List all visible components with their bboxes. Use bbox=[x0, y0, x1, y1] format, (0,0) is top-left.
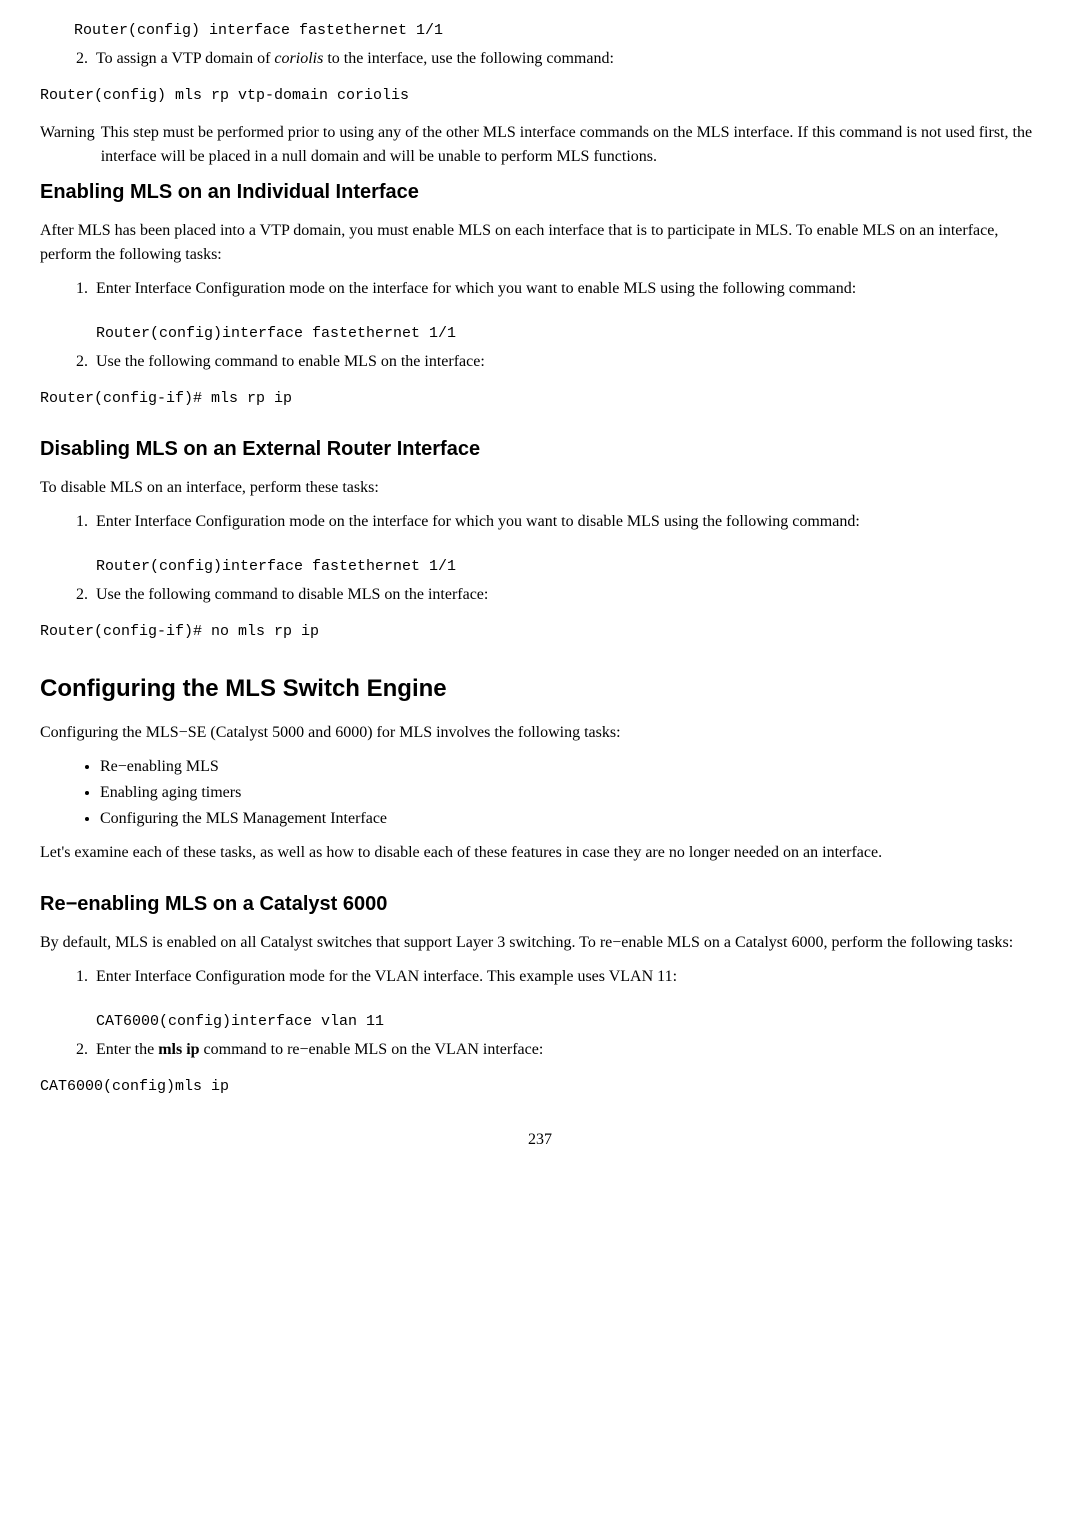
list-item: To assign a VTP domain of coriolis to th… bbox=[92, 47, 1040, 71]
li-text: To assign a VTP domain of bbox=[96, 50, 274, 67]
li-text: Enter Interface Configuration mode for t… bbox=[96, 968, 677, 985]
unordered-list: Re−enabling MLS Enabling aging timers Co… bbox=[40, 755, 1040, 831]
li-text: to the interface, use the following comm… bbox=[323, 50, 614, 67]
list-item: Enter Interface Configuration mode on th… bbox=[92, 277, 1040, 346]
paragraph: To disable MLS on an interface, perform … bbox=[40, 476, 1040, 500]
section-heading-main: Configuring the MLS Switch Engine bbox=[40, 671, 1040, 707]
ordered-list: Enter Interface Configuration mode for t… bbox=[40, 965, 1040, 1062]
list-item: Use the following command to disable MLS… bbox=[92, 583, 1040, 607]
page-number: 237 bbox=[40, 1128, 1040, 1152]
li-text: Enter Interface Configuration mode on th… bbox=[96, 280, 856, 297]
ordered-list: Enter Interface Configuration mode on th… bbox=[40, 277, 1040, 374]
li-text: Enter Interface Configuration mode on th… bbox=[96, 513, 860, 530]
paragraph: Let's examine each of these tasks, as we… bbox=[40, 841, 1040, 865]
list-item: Enter the mls ip command to re−enable ML… bbox=[92, 1038, 1040, 1062]
li-text: command to re−enable MLS on the VLAN int… bbox=[200, 1041, 544, 1058]
code-line: Router(config)interface fastethernet 1/1 bbox=[96, 323, 1040, 346]
section-heading: Enabling MLS on an Individual Interface bbox=[40, 177, 1040, 207]
code-block: Router(config) mls rp vtp-domain corioli… bbox=[40, 85, 1040, 108]
paragraph: After MLS has been placed into a VTP dom… bbox=[40, 219, 1040, 267]
list-item: Enabling aging timers bbox=[100, 781, 1040, 805]
li-text: Use the following command to disable MLS… bbox=[96, 586, 488, 603]
warning-label: Warning bbox=[40, 121, 101, 169]
list-item: Use the following command to enable MLS … bbox=[92, 350, 1040, 374]
paragraph: By default, MLS is enabled on all Cataly… bbox=[40, 931, 1040, 955]
li-text-bold: mls ip bbox=[158, 1041, 199, 1058]
code-line: CAT6000(config)interface vlan 11 bbox=[96, 1011, 1040, 1034]
code-block: CAT6000(config)mls ip bbox=[40, 1076, 1040, 1099]
code-block: Router(config-if)# mls rp ip bbox=[40, 388, 1040, 411]
list-item: Re−enabling MLS bbox=[100, 755, 1040, 779]
top-ordered-list: Router(config) interface fastethernet 1/… bbox=[40, 20, 1040, 71]
code-block: Router(config-if)# no mls rp ip bbox=[40, 621, 1040, 644]
list-item: Configuring the MLS Management Interface bbox=[100, 807, 1040, 831]
code-line: Router(config)interface fastethernet 1/1 bbox=[96, 556, 1040, 579]
code-line: Router(config) interface fastethernet 1/… bbox=[74, 20, 1040, 43]
paragraph: Configuring the MLS−SE (Catalyst 5000 an… bbox=[40, 721, 1040, 745]
li-text-italic: coriolis bbox=[274, 50, 323, 67]
warning-text: This step must be performed prior to usi… bbox=[101, 121, 1040, 169]
section-heading: Re−enabling MLS on a Catalyst 6000 bbox=[40, 889, 1040, 919]
list-item: Enter Interface Configuration mode for t… bbox=[92, 965, 1040, 1034]
li-text: Enter the bbox=[96, 1041, 158, 1058]
list-item: Enter Interface Configuration mode on th… bbox=[92, 510, 1040, 579]
ordered-list: Enter Interface Configuration mode on th… bbox=[40, 510, 1040, 607]
li-text: Use the following command to enable MLS … bbox=[96, 353, 485, 370]
warning-block: Warning This step must be performed prio… bbox=[40, 121, 1040, 169]
section-heading: Disabling MLS on an External Router Inte… bbox=[40, 434, 1040, 464]
